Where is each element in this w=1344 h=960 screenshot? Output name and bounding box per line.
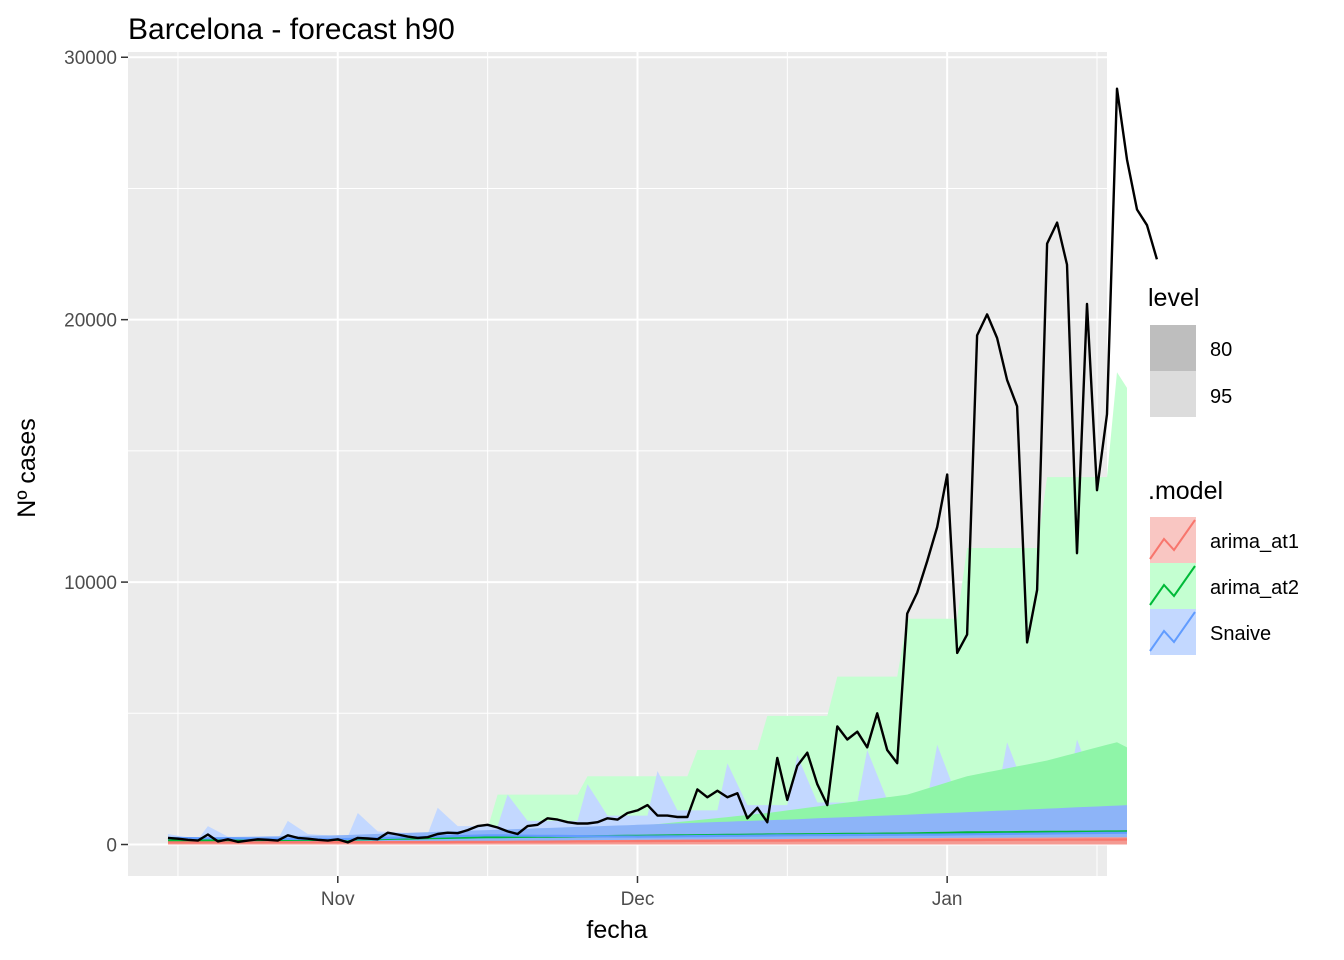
y-axis-title: Nº cases xyxy=(13,418,41,517)
actual-series xyxy=(167,87,1159,844)
legend-label-arima-at1: arima_at1 xyxy=(1210,531,1299,553)
x-tick-label: Nov xyxy=(321,889,355,910)
x-tick-label: Jan xyxy=(932,889,963,910)
legend-swatch-arima-at2 xyxy=(1150,563,1196,609)
legend-swatch-arima-at1 xyxy=(1150,517,1196,563)
y-tick-label: 0 xyxy=(106,836,117,857)
legend-label-snaive: Snaive xyxy=(1210,623,1271,645)
axes: 0 10000 20000 30000 Nov Dec Jan xyxy=(64,48,962,910)
legend-swatch-snaive xyxy=(1150,609,1196,655)
y-tick-label: 10000 xyxy=(64,573,117,594)
band95-arima-at2 xyxy=(168,372,1127,845)
legend-level: level 80 95 xyxy=(1148,284,1232,417)
legend-swatch-80 xyxy=(1150,325,1196,371)
legend-label-80: 80 xyxy=(1210,339,1232,361)
legend-line-snaive xyxy=(1149,611,1196,652)
chart-title: Barcelona - forecast h90 xyxy=(128,13,455,46)
mean-line-arima-at1 xyxy=(168,838,1128,844)
legend-swatch-95 xyxy=(1150,371,1196,417)
legend-level-title: level xyxy=(1148,284,1199,312)
legend-line-arima-at1 xyxy=(1149,519,1196,560)
legend-model: .model arima_at1 arima_at2 Snaive xyxy=(1148,477,1299,655)
x-axis-title: fecha xyxy=(586,916,647,944)
mean-line-snaive xyxy=(167,831,1128,841)
y-tick-label: 20000 xyxy=(64,311,117,332)
x-tick-label: Dec xyxy=(621,889,655,910)
legend-line-arima-at2 xyxy=(1149,565,1196,606)
legend-model-title: .model xyxy=(1148,477,1223,505)
y-tick-label: 30000 xyxy=(64,48,117,69)
major-gridlines xyxy=(128,52,1107,876)
actual-line xyxy=(167,87,1159,844)
legend-label-arima-at2: arima_at2 xyxy=(1210,577,1299,599)
legend-label-95: 95 xyxy=(1210,386,1232,408)
